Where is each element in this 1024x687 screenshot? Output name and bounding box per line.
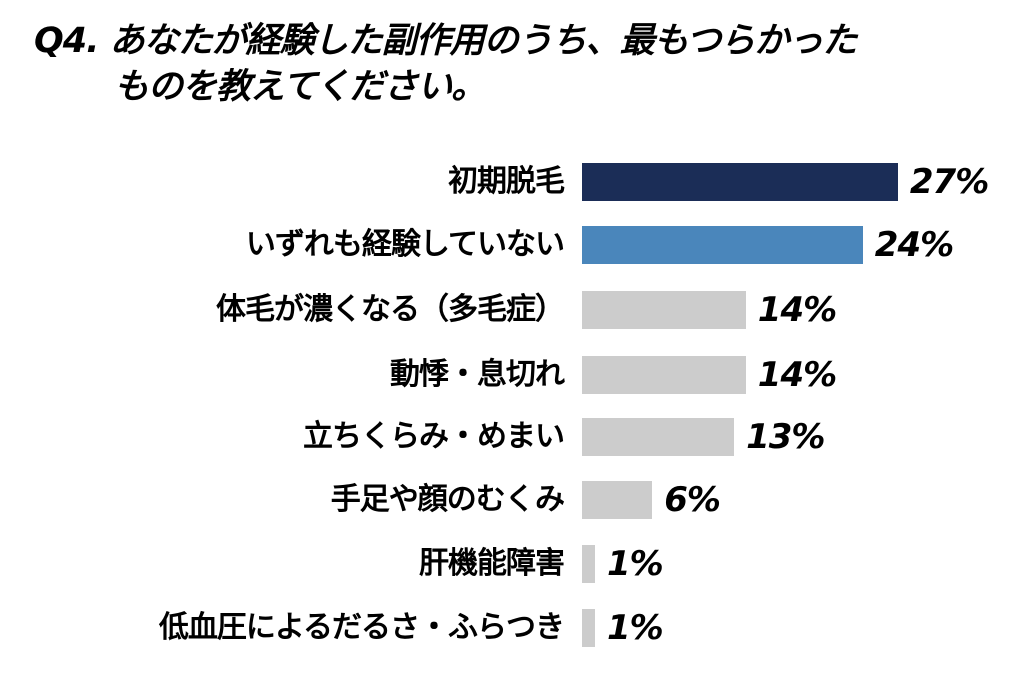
- category-label: いずれも経験していない: [245, 227, 565, 262]
- value-label: 14%: [757, 355, 837, 395]
- bar-row: 低血圧によるだるさ・ふらつき 1%: [0, 608, 1024, 648]
- bar: [582, 226, 863, 264]
- category-label: 体毛が濃くなる（多毛症）: [216, 292, 565, 327]
- category-label: 手足や顔のむくみ: [330, 482, 565, 517]
- category-label: 初期脱毛: [448, 164, 565, 199]
- bar-row: いずれも経験していない 24%: [0, 225, 1024, 265]
- value-label: 1%: [607, 544, 664, 584]
- category-label: 肝機能障害: [419, 546, 565, 581]
- category-label: 動悸・息切れ: [390, 357, 565, 392]
- value-label: 1%: [607, 608, 664, 648]
- bar-row: 体毛が濃くなる（多毛症） 14%: [0, 290, 1024, 330]
- bar-row: 肝機能障害 1%: [0, 544, 1024, 584]
- category-label: 立ちくらみ・めまい: [303, 419, 565, 454]
- value-label: 24%: [874, 225, 954, 265]
- value-label: 6%: [664, 480, 721, 520]
- bar: [582, 356, 746, 394]
- bar-row: 動悸・息切れ 14%: [0, 355, 1024, 395]
- bar: [582, 609, 595, 647]
- bar-row: 手足や顔のむくみ 6%: [0, 480, 1024, 520]
- bar: [582, 545, 595, 583]
- bar: [582, 418, 735, 456]
- title-line-2: ものを教えてください。: [114, 67, 486, 107]
- title-line-1: Q4. あなたが経験した副作用のうち、最もつらかった: [34, 21, 857, 61]
- bar-row: 立ちくらみ・めまい 13%: [0, 417, 1024, 457]
- category-label: 低血圧によるだるさ・ふらつき: [158, 610, 565, 645]
- bar: [582, 163, 898, 201]
- chart-title: Q4. あなたが経験した副作用のうち、最もつらかった ものを教えてください。: [34, 18, 857, 110]
- value-label: 27%: [909, 162, 989, 202]
- bar: [582, 291, 746, 329]
- bar-row: 初期脱毛 27%: [0, 162, 1024, 202]
- value-label: 14%: [757, 290, 837, 330]
- value-label: 13%: [746, 417, 825, 457]
- bar: [582, 481, 653, 519]
